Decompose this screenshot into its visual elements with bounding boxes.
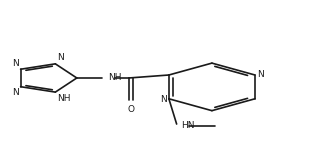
- Text: N: N: [12, 88, 19, 97]
- Text: NH: NH: [57, 94, 71, 103]
- Text: HN: HN: [181, 121, 195, 130]
- Text: N: N: [57, 53, 64, 62]
- Text: N: N: [257, 70, 264, 79]
- Text: N: N: [160, 95, 166, 104]
- Text: NH: NH: [108, 74, 121, 82]
- Text: N: N: [12, 59, 19, 68]
- Text: O: O: [127, 105, 134, 114]
